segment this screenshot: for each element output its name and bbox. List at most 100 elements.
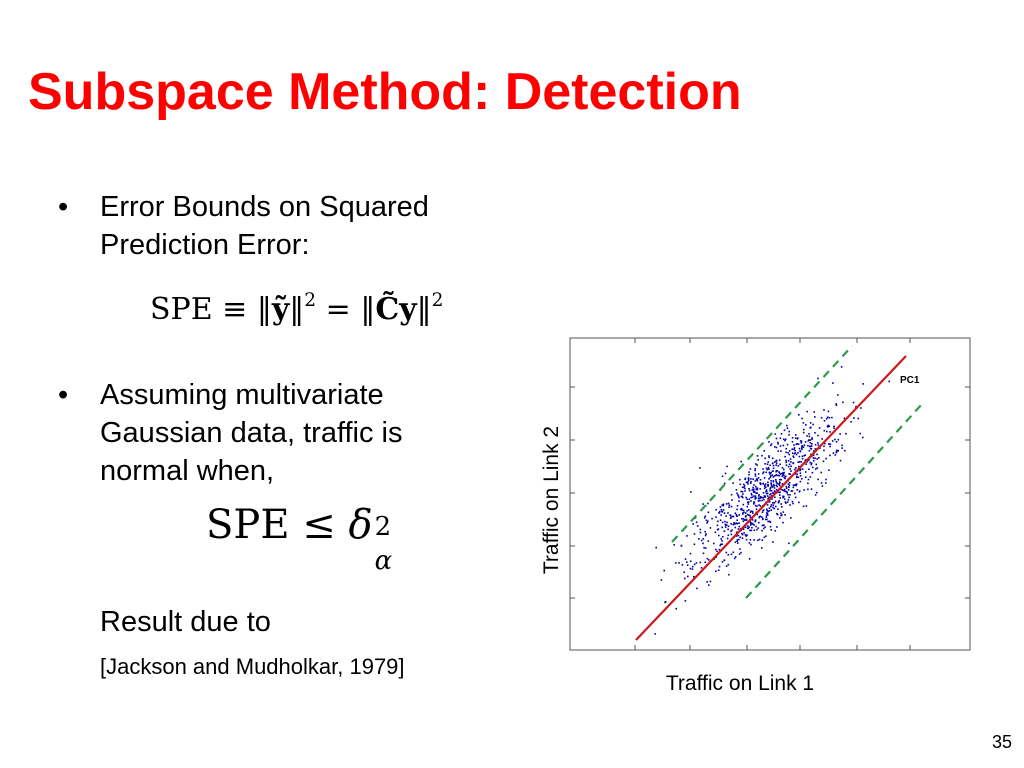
scatter-point <box>859 432 861 435</box>
scatter-point <box>776 485 778 488</box>
scatter-point <box>739 478 741 481</box>
scatter-point <box>862 436 864 439</box>
scatter-point <box>748 471 750 473</box>
scatter-point <box>708 559 710 561</box>
scatter-point <box>786 443 789 446</box>
scatter-point <box>818 457 820 459</box>
scatter-point <box>771 486 774 488</box>
scatter-point <box>747 478 750 480</box>
scatter-point <box>744 526 747 528</box>
scatter-point <box>772 506 774 509</box>
scatter-point <box>782 472 784 474</box>
scatter-point <box>766 508 768 511</box>
scatter-point <box>827 424 829 427</box>
bullet-line: Error Bounds on Squared <box>100 191 429 223</box>
bullet-dot: • <box>58 191 69 223</box>
scatter-point <box>718 548 721 551</box>
scatter-point <box>737 542 739 544</box>
scatter-point <box>716 550 718 553</box>
scatter-point <box>678 562 680 564</box>
scatter-point <box>718 565 721 568</box>
scatter-point <box>738 514 740 516</box>
scatter-point <box>751 496 754 498</box>
scatter-point <box>762 483 764 485</box>
scatter-point <box>777 508 779 510</box>
scatter-point <box>833 425 835 428</box>
scatter-point <box>807 459 810 462</box>
scatter-point <box>753 491 756 493</box>
scatter-point <box>792 486 795 489</box>
scatter-point <box>770 504 773 506</box>
scatter-point <box>808 450 811 452</box>
scatter-point <box>715 570 717 572</box>
scatter-point <box>778 500 780 502</box>
bullet-line: Assuming multivariate <box>100 379 384 411</box>
scatter-point <box>755 463 757 465</box>
scatter-point <box>734 556 737 558</box>
scatter-point <box>826 430 828 433</box>
scatter-point <box>769 464 771 467</box>
scatter-point <box>793 444 795 446</box>
scatter-point <box>777 450 779 452</box>
scatter-point <box>725 551 728 554</box>
scatter-point <box>762 524 765 526</box>
scatter-point <box>756 464 758 466</box>
scatter-point <box>747 479 750 481</box>
scatter-point <box>816 458 818 460</box>
scatter-point <box>705 519 708 522</box>
scatter-point <box>771 498 773 500</box>
result-text: Result due to <box>100 606 271 638</box>
scatter-point <box>754 467 757 470</box>
scatter-point <box>790 465 792 468</box>
scatter-point <box>820 471 822 474</box>
scatter-point <box>815 463 818 466</box>
scatter-point <box>763 498 765 501</box>
scatter-point <box>829 443 832 445</box>
scatter-point <box>750 500 752 502</box>
scatter-point <box>760 482 762 485</box>
scatter-point <box>798 465 800 468</box>
scatter-point <box>751 494 753 496</box>
scatter-point <box>738 496 740 499</box>
scatter-point <box>742 512 744 514</box>
scatter-point <box>787 499 790 501</box>
scatter-point <box>715 508 717 511</box>
scatter-point <box>784 514 786 516</box>
scatter-point <box>812 459 815 462</box>
scatter-point <box>704 534 707 537</box>
scatter-point <box>766 509 768 512</box>
scatter-point <box>752 486 754 489</box>
scatter-point <box>829 431 831 433</box>
scatter-point <box>759 495 762 498</box>
scatter-point <box>821 485 824 487</box>
scatter-point <box>757 497 760 499</box>
scatter-point <box>691 568 694 570</box>
scatter-point <box>774 433 777 435</box>
scatter-point <box>719 544 721 547</box>
scatter-point <box>770 482 772 484</box>
scatter-point <box>702 538 705 540</box>
scatter-point <box>777 483 779 485</box>
scatter-point <box>782 444 785 447</box>
scatter-point <box>798 501 800 504</box>
scatter-point <box>738 525 741 528</box>
scatter-point <box>790 517 792 519</box>
scatter-point <box>748 488 750 490</box>
scatter-point <box>777 441 779 444</box>
scatter-point <box>757 459 759 461</box>
scatter-point <box>825 418 828 420</box>
scatter-point <box>702 542 704 545</box>
scatter-point <box>842 401 844 404</box>
scatter-point <box>754 520 756 523</box>
scatter-point <box>761 516 763 518</box>
scatter-point <box>719 510 721 513</box>
scatter-point <box>749 514 751 517</box>
scatter-point <box>705 533 707 535</box>
scatter-point <box>683 571 685 573</box>
scatter-point <box>779 445 782 447</box>
scatter-point <box>821 438 823 440</box>
scatter-point <box>751 519 754 521</box>
scatter-point <box>745 515 747 517</box>
scatter-point <box>820 417 823 419</box>
scatter-point <box>746 534 748 536</box>
